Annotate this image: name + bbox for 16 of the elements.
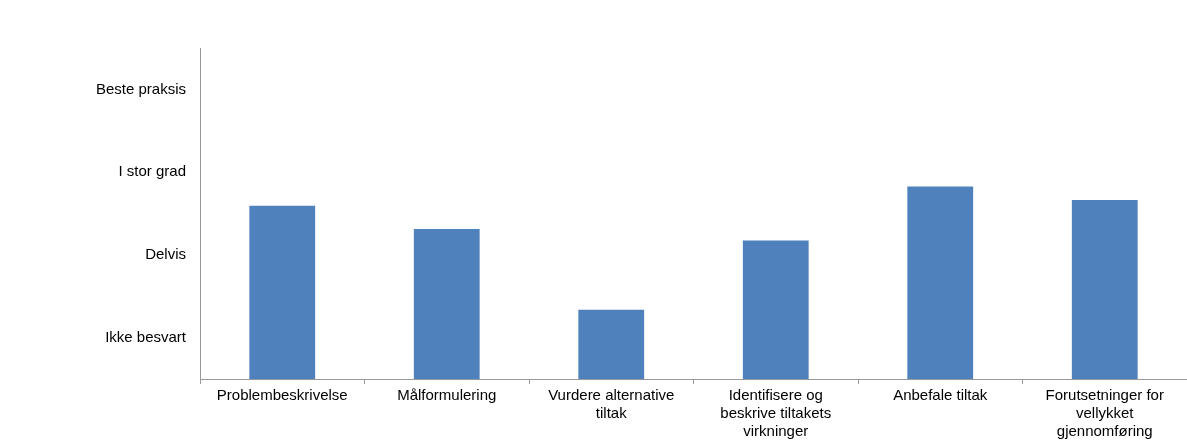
text: Delvis [145, 245, 186, 263]
x-tick-label: Forutsetninger for vellykket gjennomføring [1045, 386, 1164, 440]
x-tick-label: Identifisere og beskrive tiltakets virkninger [720, 386, 832, 440]
bar [413, 228, 480, 379]
bar [578, 309, 645, 379]
bar [742, 240, 809, 379]
x-tick-label: Problembeskrivelse [216, 386, 348, 404]
text: Beste praksis [95, 79, 186, 97]
x-tick-label: Målformulering [397, 386, 497, 404]
bar [249, 205, 316, 379]
bar [907, 186, 974, 379]
text: I stor grad [118, 162, 186, 180]
x-tick-label: Vurdere alternative tiltak [548, 386, 675, 422]
text: Ikke besvart [105, 327, 187, 345]
bar [1071, 200, 1138, 379]
x-tick-label: Anbefale tiltak [893, 386, 988, 404]
